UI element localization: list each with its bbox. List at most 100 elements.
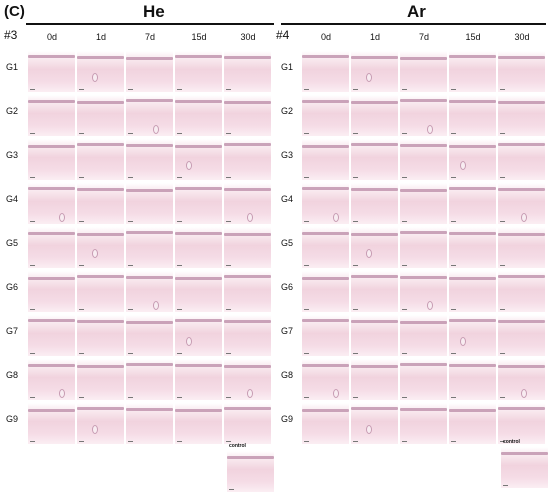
epidermis-layer [302, 232, 349, 235]
scale-bar [402, 177, 407, 178]
ar-histology-tile [302, 51, 349, 92]
he-histology-tile [126, 271, 173, 312]
ar-histology-tile [400, 271, 447, 312]
he-histology-tile [224, 403, 271, 444]
scale-bar [500, 265, 505, 266]
epidermis-layer [498, 407, 545, 410]
epidermis-layer [77, 188, 124, 191]
ar-row-g3: G3 [281, 150, 294, 160]
hair-follicle [460, 161, 466, 170]
he-histology-tile [28, 359, 75, 400]
scale-bar [177, 397, 182, 398]
he-underline [26, 23, 274, 25]
he-histology-tile [126, 51, 173, 92]
he-col-15d: 15d [191, 32, 207, 42]
scale-bar [402, 265, 407, 266]
epidermis-layer [302, 187, 349, 190]
he-control-label: control [229, 443, 246, 449]
ar-histology-tile [449, 403, 496, 444]
scale-bar [128, 397, 133, 398]
epidermis-layer [175, 100, 222, 103]
ar-histology-tile [351, 95, 398, 136]
epidermis-layer [400, 363, 447, 366]
scale-bar [451, 89, 456, 90]
epidermis-layer [449, 232, 496, 235]
epidermis-layer [224, 407, 271, 410]
epidermis-layer [302, 364, 349, 367]
hair-follicle [59, 213, 65, 222]
epidermis-layer [175, 319, 222, 322]
scale-bar [402, 89, 407, 90]
scale-bar [304, 309, 309, 310]
epidermis-layer [224, 233, 271, 236]
ar-histology-tile [498, 95, 545, 136]
he-col-7d: 7d [144, 32, 155, 42]
scale-bar [353, 133, 358, 134]
ar-row-g1: G1 [281, 62, 294, 72]
epidermis-layer [400, 57, 447, 60]
ar-histology-tile [351, 359, 398, 400]
scale-bar [128, 177, 133, 178]
epidermis-layer [175, 409, 222, 412]
he-row-g9: G9 [6, 414, 19, 424]
scale-bar [226, 89, 231, 90]
ar-histology-tile [449, 315, 496, 356]
epidermis-layer [175, 232, 222, 235]
scale-bar [402, 353, 407, 354]
scale-bar [177, 133, 182, 134]
he-row-g1: G1 [6, 62, 19, 72]
he-row-g7: G7 [6, 326, 19, 336]
epidermis-layer [126, 363, 173, 366]
ar-histology-tile [449, 51, 496, 92]
he-histology-tile [224, 139, 271, 180]
epidermis-layer [175, 145, 222, 148]
ar-control-label: control [503, 439, 520, 445]
scale-bar [353, 265, 358, 266]
ar-col-30d: 30d [514, 32, 530, 42]
epidermis-layer [400, 408, 447, 411]
he-histology-tile [28, 51, 75, 92]
scale-bar [402, 221, 407, 222]
epidermis-layer [77, 365, 124, 368]
ar-col-1d: 1d [369, 32, 380, 42]
scale-bar [451, 309, 456, 310]
scale-bar [500, 441, 505, 442]
he-histology-tile [77, 95, 124, 136]
ar-underline [281, 23, 546, 25]
epidermis-layer [77, 143, 124, 146]
scale-bar [353, 177, 358, 178]
scale-bar [128, 353, 133, 354]
scale-bar [304, 353, 309, 354]
ar-histology-tile [498, 271, 545, 312]
scale-bar [30, 89, 35, 90]
scale-bar [451, 177, 456, 178]
epidermis-layer [351, 407, 398, 410]
he-histology-tile [175, 359, 222, 400]
epidermis-layer [400, 144, 447, 147]
ar-control-tile [501, 447, 548, 488]
ar-histology-tile [400, 95, 447, 136]
hair-follicle [521, 213, 527, 222]
epidermis-layer [351, 143, 398, 146]
epidermis-layer [224, 365, 271, 368]
epidermis-layer [498, 233, 545, 236]
epidermis-layer [28, 364, 75, 367]
he-histology-tile [77, 359, 124, 400]
epidermis-layer [449, 145, 496, 148]
ar-row-g2: G2 [281, 106, 294, 116]
hair-follicle [460, 337, 466, 346]
ar-col-15d: 15d [465, 32, 481, 42]
he-control-tile [227, 451, 274, 492]
epidermis-layer [302, 319, 349, 322]
he-title: He [143, 2, 165, 21]
scale-bar [304, 133, 309, 134]
scale-bar [226, 221, 231, 222]
scale-bar [226, 177, 231, 178]
he-histology-tile [126, 227, 173, 268]
epidermis-layer [351, 233, 398, 236]
epidermis-layer [28, 277, 75, 280]
epidermis-layer [28, 187, 75, 190]
he-histology-tile [77, 403, 124, 444]
scale-bar [353, 441, 358, 442]
hair-follicle [186, 337, 192, 346]
